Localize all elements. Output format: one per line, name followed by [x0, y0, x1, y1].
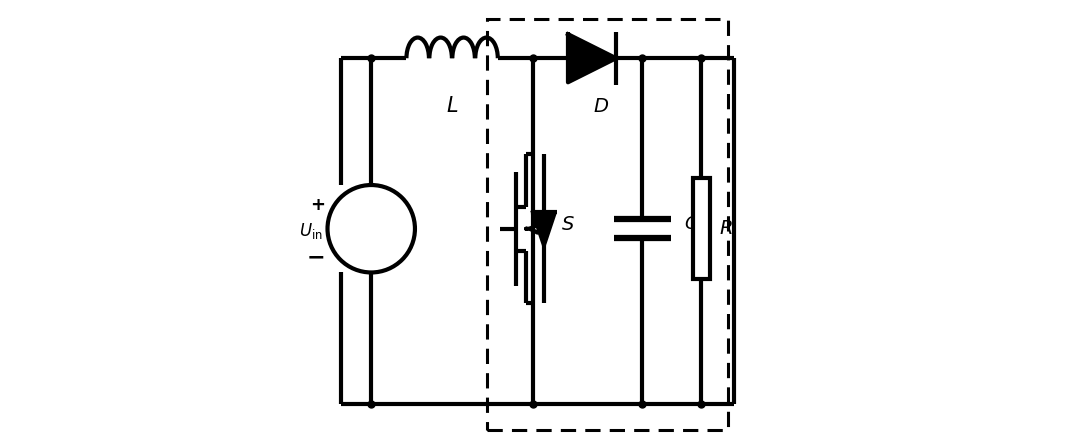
- Polygon shape: [533, 213, 555, 245]
- Text: $U_{\rm in}$: $U_{\rm in}$: [300, 221, 323, 241]
- Bar: [693, 179, 710, 279]
- Text: −: −: [307, 247, 325, 267]
- Bar: [487, 19, 728, 430]
- Polygon shape: [568, 34, 616, 82]
- Text: $R$: $R$: [720, 219, 733, 238]
- Text: +: +: [310, 196, 325, 214]
- Text: $C_o$: $C_o$: [684, 214, 706, 235]
- Text: $D$: $D$: [593, 97, 609, 116]
- Text: $L$: $L$: [446, 96, 458, 116]
- Text: $S$: $S$: [562, 215, 576, 234]
